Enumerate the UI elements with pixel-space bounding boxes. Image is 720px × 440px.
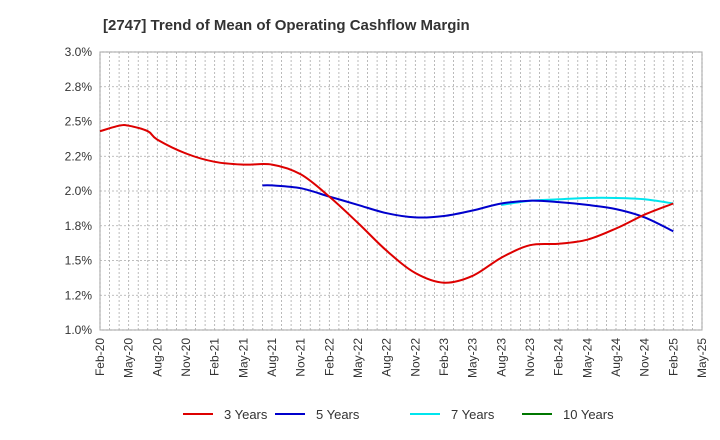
x-tick-label: May-23: [466, 338, 480, 378]
series-line-5-years: [262, 184, 674, 233]
x-tick-label: Aug-21: [265, 338, 279, 377]
x-tick-label: May-24: [580, 338, 594, 378]
series-lines: [99, 123, 674, 284]
legend: 3 Years 5 Years 7 Years 10 Years: [183, 407, 614, 422]
x-tick-label: Nov-22: [408, 338, 422, 377]
legend-item-3-years: 3 Years: [183, 407, 268, 422]
x-tick-label: Nov-24: [638, 338, 652, 377]
chart-title: [2747] Trend of Mean of Operating Cashfl…: [103, 17, 470, 34]
x-tick-label: May-22: [351, 338, 365, 378]
x-tick-label: Aug-20: [150, 338, 164, 377]
y-tick-label: 2.2%: [65, 149, 93, 163]
y-axis: 1.0% 1.2% 1.5% 1.8% 2.0% 2.2% 2.5% 2.8% 3.0%: [65, 45, 93, 337]
x-tick-label: Feb-22: [322, 338, 336, 376]
legend-item-7-years: 7 Years: [410, 407, 495, 422]
x-tick-label: Aug-22: [380, 338, 394, 377]
y-tick-label: 1.5%: [65, 254, 93, 268]
x-tick-label: Feb-25: [666, 338, 680, 376]
x-tick-label: May-25: [695, 338, 709, 378]
y-tick-label: 1.0%: [65, 323, 93, 337]
x-tick-label: May-20: [122, 338, 136, 378]
x-tick-label: May-21: [236, 338, 250, 378]
x-tick-label: Feb-24: [552, 338, 566, 376]
x-axis: Feb-20 May-20 Aug-20 Nov-20 Feb-21 May-21 Aug-…: [93, 338, 709, 378]
x-tick-label: Nov-23: [523, 338, 537, 377]
y-tick-label: 1.2%: [65, 288, 93, 302]
x-tick-label: Nov-20: [179, 338, 193, 377]
y-tick-label: 3.0%: [65, 45, 93, 59]
legend-label: 7 Years: [451, 407, 495, 422]
series-line-3-years: [99, 123, 674, 284]
grid: [99, 51, 703, 331]
y-tick-label: 2.8%: [65, 80, 93, 94]
y-tick-label: 1.8%: [65, 219, 93, 233]
legend-label: 5 Years: [316, 407, 360, 422]
legend-item-5-years: 5 Years: [275, 407, 360, 422]
y-tick-label: 2.0%: [65, 184, 93, 198]
x-tick-label: Feb-20: [93, 338, 107, 376]
legend-label: 10 Years: [563, 407, 614, 422]
x-tick-label: Feb-23: [437, 338, 451, 376]
legend-label: 3 Years: [224, 407, 268, 422]
x-tick-label: Feb-21: [208, 338, 222, 376]
y-tick-label: 2.5%: [65, 115, 93, 129]
x-tick-label: Aug-23: [494, 338, 508, 377]
legend-item-10-years: 10 Years: [522, 407, 614, 422]
x-tick-label: Aug-24: [609, 338, 623, 377]
x-tick-label: Nov-21: [294, 338, 308, 377]
